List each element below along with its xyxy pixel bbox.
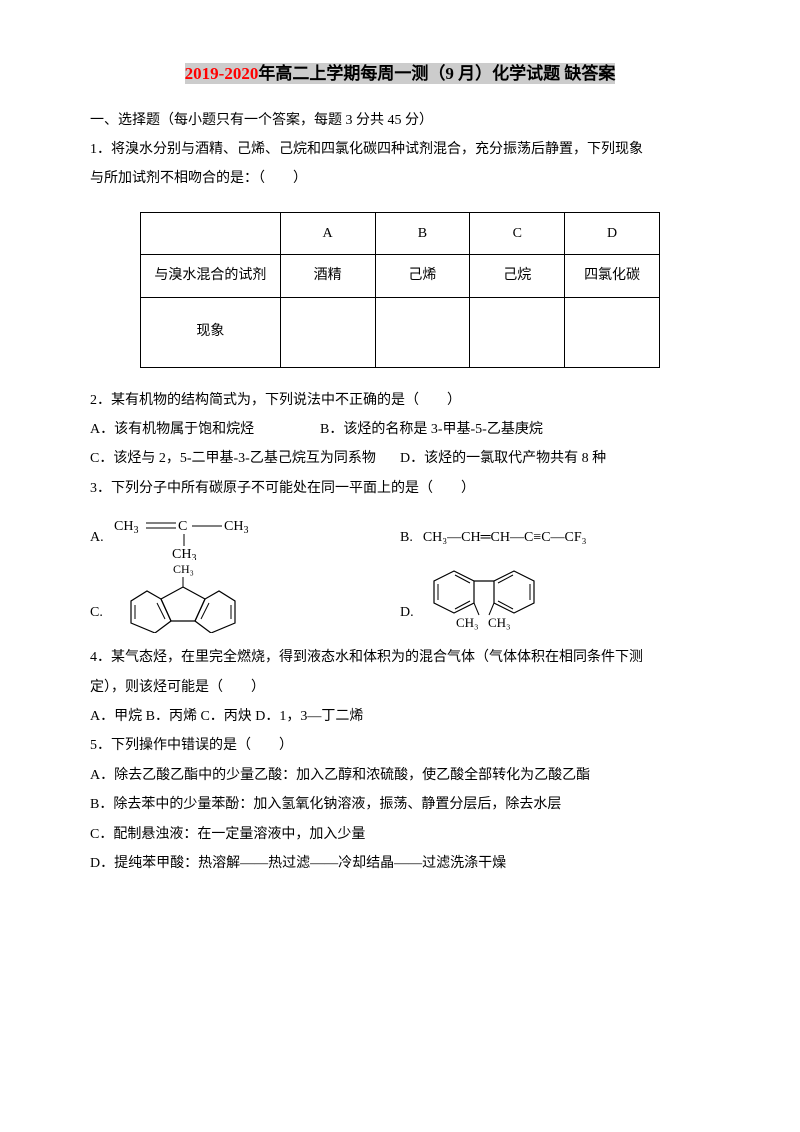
col-d: D <box>565 212 660 254</box>
q3-stem: 3．下列分子中所有碳原子不可能处在同一平面上的是（ ） <box>90 474 710 503</box>
q1-stem-a: 1．将溴水分别与酒精、己烯、己烷和四氯化碳四种试剂混合，充分振荡后静置，下列现象 <box>90 135 710 164</box>
q5-stem: 5．下列操作中错误的是（ ） <box>90 731 710 760</box>
svg-text:CH3: CH3 <box>172 547 196 560</box>
table-row: 现象 <box>141 297 660 367</box>
svg-text:C: C <box>178 519 187 534</box>
q3-struct-a: A. CH3 C CH3 CH3 <box>90 513 400 561</box>
table-row: A B C D <box>141 212 660 254</box>
q4-stem-a: 4．某气态烃，在里完全燃烧，得到液态水和体积为的混合气体（气体体积在相同条件下测 <box>90 643 710 672</box>
q3-struct-d: D. CH₃ CH₃ <box>400 561 584 633</box>
cell <box>375 297 470 367</box>
table-row: 与溴水混合的试剂 酒精 己烯 己烷 四氯化碳 <box>141 255 660 297</box>
cell-blank <box>141 212 281 254</box>
q2-opt-b: B．该烃的名称是 3-甲基-5-乙基庚烷 <box>320 415 543 444</box>
q2-opt-d: D．该烃的一氯取代产物共有 8 种 <box>400 444 606 473</box>
title-year: 2019-2020 <box>185 63 259 84</box>
structure-d-icon: CH₃ CH₃ <box>424 563 584 633</box>
structure-a-icon: CH3 C CH3 CH3 <box>114 514 284 560</box>
cell <box>280 297 375 367</box>
q3-struct-b: B. CH₃—CH═CH—C≡C—CF₃ <box>400 513 587 561</box>
q4-opts: A．甲烷 B．丙烯 C．丙炔 D．1，3—丁二烯 <box>90 702 710 731</box>
q5-opt-a: A．除去乙酸乙酯中的少量乙酸：加入乙醇和浓硫酸，使乙酸全部转化为乙酸乙酯 <box>90 761 710 790</box>
col-a: A <box>280 212 375 254</box>
q3-label-a: A. <box>90 523 104 552</box>
q5-opt-c: C．配制悬浊液：在一定量溶液中，加入少量 <box>90 820 710 849</box>
q2-opt-c: C．该烃与 2，5-二甲基-3-乙基己烷互为同系物 <box>90 444 400 473</box>
cell <box>565 297 660 367</box>
q4-stem-b: 定），则该烃可能是（ ） <box>90 673 710 702</box>
cell <box>470 297 565 367</box>
svg-text:CH₃: CH₃ <box>456 615 479 630</box>
title-rest: 年高二上学期每周一测（9 月）化学试题 缺答案 <box>258 63 615 84</box>
structure-b-text: CH₃—CH═CH—C≡C—CF₃ <box>423 523 587 552</box>
q2-opt-a: A．该有机物属于饱和烷烃 <box>90 415 320 444</box>
q2-opts-row2: C．该烃与 2，5-二甲基-3-乙基己烷互为同系物 D．该烃的一氯取代产物共有 … <box>90 444 710 473</box>
q5-opt-d: D．提纯苯甲酸：热溶解——热过滤——冷却结晶——过滤洗涤干燥 <box>90 849 710 878</box>
q5-opt-b: B．除去苯中的少量苯酚：加入氢氧化钠溶液，振荡、静置分层后，除去水层 <box>90 790 710 819</box>
col-b: B <box>375 212 470 254</box>
q2-opts-row1: A．该有机物属于饱和烷烃 B．该烃的名称是 3-甲基-5-乙基庚烷 <box>90 415 710 444</box>
q1-stem-b: 与所加试剂不相吻合的是：（ ） <box>90 164 710 193</box>
q2-stem: 2．某有机物的结构简式为，下列说法中不正确的是（ ） <box>90 386 710 415</box>
svg-text:CH₃: CH₃ <box>488 615 511 630</box>
col-c: C <box>470 212 565 254</box>
structure-c-icon: CH₃ <box>113 563 263 633</box>
cell: 己烯 <box>375 255 470 297</box>
q3-struct-c: C. CH₃ <box>90 561 400 633</box>
q3-structures: A. CH3 C CH3 CH3 B. CH₃—CH═CH—C≡C—CF₃ C.… <box>90 513 710 633</box>
page-title: 2019-2020年高二上学期每周一测（9 月）化学试题 缺答案 <box>90 56 710 92</box>
q3-label-d: D. <box>400 598 414 627</box>
cell: 四氯化碳 <box>565 255 660 297</box>
q3-label-c: C. <box>90 598 103 627</box>
row3-label: 现象 <box>141 297 281 367</box>
cell: 酒精 <box>280 255 375 297</box>
svg-text:CH₃: CH₃ <box>173 563 194 576</box>
q3-label-b: B. <box>400 523 413 552</box>
svg-text:CH3: CH3 <box>224 519 248 536</box>
cell: 己烷 <box>470 255 565 297</box>
row2-label: 与溴水混合的试剂 <box>141 255 281 297</box>
section-header: 一、选择题（每小题只有一个答案，每题 3 分共 45 分） <box>90 106 710 135</box>
q1-table: A B C D 与溴水混合的试剂 酒精 己烯 己烷 四氯化碳 现象 <box>140 212 660 368</box>
svg-text:CH3: CH3 <box>114 519 138 536</box>
